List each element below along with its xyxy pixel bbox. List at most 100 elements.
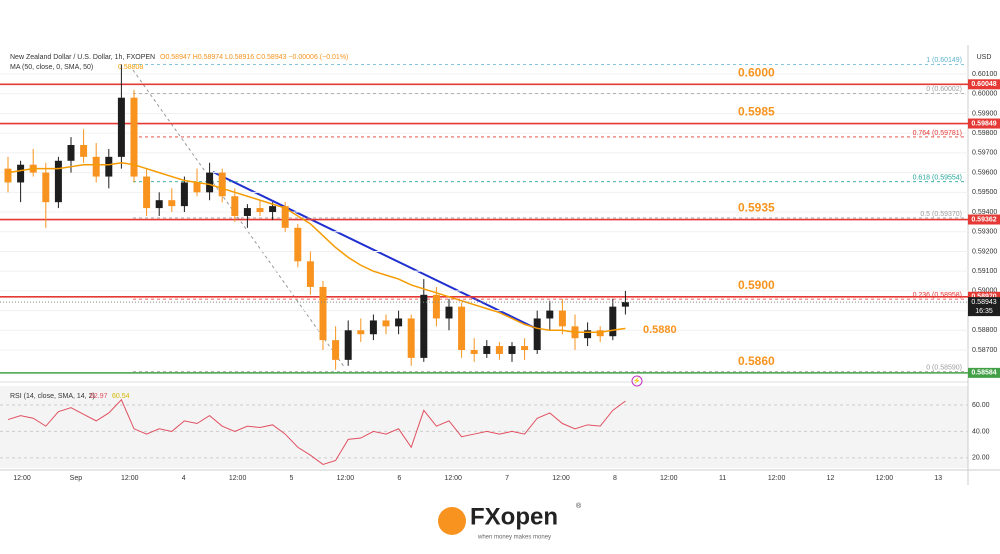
fib-label: 0 (0.58590) (926, 365, 962, 372)
candle-body (558, 310, 566, 327)
y-tick-label: 0.59000 (972, 288, 997, 295)
ma-value: 0.58808 (118, 64, 143, 71)
level-badge-label: 0.58584 (971, 370, 996, 377)
candle-body (17, 164, 25, 183)
x-tick-label: 11 (719, 475, 726, 482)
rsi-tick-label: 40.00 (972, 428, 990, 435)
candle-body (445, 306, 453, 319)
level-badge-label: 0.60048 (971, 81, 996, 88)
candle-body (369, 320, 377, 335)
candle-body (546, 310, 554, 319)
candle-body (319, 286, 327, 341)
x-tick-label: 12:00 (229, 475, 247, 482)
last-price-badge (968, 297, 1000, 317)
x-tick-label: 12:00 (121, 475, 139, 482)
candle-body (206, 172, 214, 193)
x-tick-label: 12:00 (660, 475, 678, 482)
level-badge (968, 214, 1000, 225)
candle-body (80, 145, 88, 157)
y-tick-label: 0.59600 (972, 169, 997, 176)
x-tick-label: 12:00 (768, 475, 786, 482)
candle-body (584, 330, 592, 339)
x-tick-label: 12 (827, 475, 835, 482)
level-annotation: 0.6000 (738, 65, 775, 79)
fib-label: 0.618 (0.59554) (913, 175, 962, 182)
candle-body (269, 206, 277, 213)
candle-body (243, 208, 251, 216)
candle-body (495, 346, 503, 354)
candle-body (168, 200, 176, 207)
candle-body (332, 340, 340, 360)
candle-body (92, 156, 100, 177)
fib-label: 1 (0.60149) (926, 57, 962, 64)
candle-body (306, 261, 314, 287)
candle-body (521, 346, 529, 351)
candle-body (180, 182, 188, 207)
candle-body (344, 330, 352, 360)
candle-body (470, 350, 478, 354)
candle-body (256, 208, 264, 213)
candle-body (432, 294, 440, 319)
x-tick-label: 6 (397, 475, 401, 482)
countdown: 16:35 (975, 308, 993, 315)
rsi-tick-label: 20.00 (972, 455, 990, 462)
brand-mark: ® (576, 502, 582, 510)
y-tick-label: 0.59800 (972, 130, 997, 137)
candle-body (294, 227, 302, 262)
x-tick-label: 12:00 (552, 475, 570, 482)
x-tick-label: 13 (934, 475, 942, 482)
currency: USD (977, 54, 992, 61)
level-annotation: 0.5985 (738, 105, 775, 119)
candle-body (143, 176, 151, 209)
event-icon-glyph: ⚡ (633, 377, 640, 385)
y-tick-label: 0.60000 (972, 91, 997, 98)
candle-body (193, 182, 201, 193)
y-tick-label: 0.59900 (972, 110, 997, 117)
ma-annotation: 0.5880 (643, 324, 677, 336)
y-tick-label: 0.58800 (972, 327, 997, 334)
candle-body (67, 145, 75, 161)
x-tick-label: 4 (182, 475, 186, 482)
fib-label: 0.764 (0.59781) (913, 130, 962, 137)
candle-body (117, 97, 125, 157)
y-tick-label: 0.58700 (972, 347, 997, 354)
candle-body (458, 306, 466, 351)
y-tick-label: 0.60100 (972, 71, 997, 78)
candle-body (281, 206, 289, 228)
level-annotation: 0.5860 (738, 354, 775, 368)
candle-body (420, 294, 428, 358)
x-tick-label: 12:00 (444, 475, 462, 482)
x-tick-label: 8 (613, 475, 617, 482)
x-tick-label: Sep (70, 475, 83, 482)
candle-body (533, 318, 541, 351)
level-badge (968, 79, 1000, 90)
level-badge-label: 0.59849 (971, 120, 996, 127)
candle-body (621, 302, 629, 307)
title: New Zealand Dollar / U.S. Dollar, 1h, FX… (10, 54, 155, 61)
brand-tagline: when money makes money (477, 535, 551, 541)
y-tick-label: 0.59400 (972, 209, 997, 216)
candle-body (42, 172, 50, 203)
candle-body (609, 306, 617, 337)
candle-body (407, 318, 415, 358)
level-annotation: 0.5935 (738, 201, 775, 215)
last-price-label: 0.58943 (971, 299, 996, 306)
fib-label: 0.5 (0.59370) (920, 211, 962, 218)
y-tick-label: 0.59200 (972, 248, 997, 255)
x-tick-label: 5 (290, 475, 294, 482)
level-badge (968, 367, 1000, 378)
brand-name: FXopen (470, 503, 558, 530)
x-tick-label: 7 (505, 475, 509, 482)
candle-body (395, 318, 403, 327)
candle-body (483, 346, 491, 354)
candle-body (130, 97, 138, 177)
x-tick-label: 12:00 (337, 475, 355, 482)
x-tick-label: 12:00 (13, 475, 31, 482)
level-badge-label: 0.59362 (971, 216, 996, 223)
ma-label: MA (50, close, 0, SMA, 50) (10, 64, 93, 71)
candle-body (508, 346, 516, 354)
ma-line (7, 161, 626, 334)
trend-line (212, 171, 536, 329)
y-tick-label: 0.59700 (972, 150, 997, 157)
candle-body (357, 330, 365, 335)
